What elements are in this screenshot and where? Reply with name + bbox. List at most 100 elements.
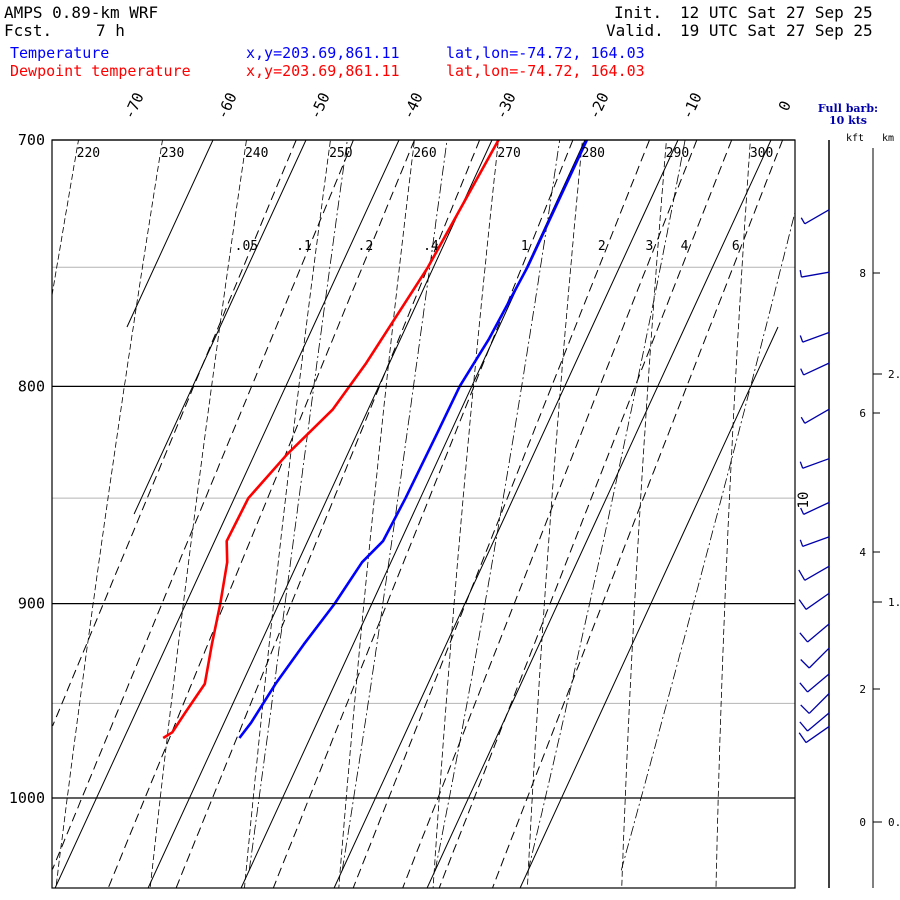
wind-barb-staff bbox=[807, 712, 830, 732]
isotherm bbox=[333, 140, 679, 888]
dry-adiabat bbox=[52, 140, 79, 295]
moist-adiabat bbox=[248, 140, 348, 871]
wind-barb bbox=[799, 673, 830, 693]
dewpoint-profile bbox=[162, 140, 500, 740]
dry-adiabat-label: 240 bbox=[245, 146, 268, 161]
mixing-ratio-line bbox=[492, 140, 784, 888]
wind-barb bbox=[798, 592, 830, 610]
wind-barb-staff bbox=[802, 536, 830, 548]
moist-adiabat bbox=[620, 210, 795, 871]
wind-barb-feather bbox=[800, 368, 805, 376]
barb-legend-speed: 10 kts bbox=[828, 114, 868, 127]
mixing-ratio-label: .2 bbox=[358, 239, 374, 254]
dry-adiabat-label: 220 bbox=[77, 146, 100, 161]
wind-barb-staff bbox=[807, 623, 830, 643]
wind-barb bbox=[800, 693, 830, 714]
wind-barb bbox=[798, 565, 830, 581]
moist-adiabat bbox=[434, 140, 561, 871]
wind-barb bbox=[799, 623, 830, 643]
temperature-latlon: lat,lon=-74.72, 164.03 bbox=[446, 44, 645, 62]
mixing-ratio-line bbox=[402, 140, 698, 888]
dry-adiabat-label: 260 bbox=[413, 146, 436, 161]
mixing-ratio-line bbox=[272, 140, 574, 888]
mixing-ratio-label: .1 bbox=[296, 239, 312, 254]
kft-label: 4 bbox=[859, 546, 866, 559]
isotherm-label: -50 bbox=[306, 90, 334, 122]
pressure-tick-label: 1000 bbox=[9, 789, 45, 807]
pressure-tick-label: 800 bbox=[18, 377, 45, 395]
wind-barb bbox=[799, 458, 830, 469]
dry-adiabat-label: 270 bbox=[497, 146, 520, 161]
mixing-ratio-label: 3 bbox=[646, 239, 654, 254]
dry-adiabat bbox=[338, 140, 415, 888]
wind-barb-feather bbox=[800, 416, 806, 424]
isotherm bbox=[519, 326, 779, 888]
plot-frame bbox=[51, 139, 796, 889]
isotherm-label: -20 bbox=[585, 90, 613, 122]
wind-barb-staff bbox=[803, 362, 830, 376]
wind-barb-staff bbox=[804, 565, 830, 581]
dry-adiabat bbox=[149, 140, 247, 888]
wind-barb-staff bbox=[805, 725, 830, 744]
kft-label: 0 bbox=[859, 816, 866, 829]
wind-barb-staff bbox=[802, 458, 830, 469]
isotherm bbox=[54, 140, 400, 888]
wind-barb-feather bbox=[799, 721, 809, 732]
forecast-label: Fcst. bbox=[4, 21, 53, 40]
wind-barb-feather bbox=[799, 270, 803, 278]
mixing-ratio-label: 6 bbox=[732, 239, 740, 254]
wind-barb-feather bbox=[798, 569, 806, 581]
init-label: Init. bbox=[614, 3, 663, 22]
valid-time: 19 UTC Sat 27 Sep 25 bbox=[680, 21, 873, 40]
dry-adiabat bbox=[621, 140, 667, 888]
pressure-tick-label: 700 bbox=[18, 131, 45, 149]
wind-barb-feather bbox=[799, 682, 809, 693]
mixing-ratio-label: .05 bbox=[235, 239, 258, 254]
dry-adiabat bbox=[55, 140, 163, 888]
dry-adiabat bbox=[244, 140, 331, 888]
wind-barb-feather bbox=[799, 335, 804, 343]
wind-barb-feather bbox=[798, 599, 807, 610]
mixing-ratio-line bbox=[107, 140, 415, 888]
wind-barb-feather bbox=[799, 461, 804, 469]
temperature-profile bbox=[238, 140, 589, 739]
dewpoint-latlon: lat,lon=-74.72, 164.03 bbox=[446, 62, 645, 80]
mixing-ratio-line bbox=[52, 140, 297, 727]
temperature-xy: x,y=203.69,861.11 bbox=[246, 44, 400, 62]
wind-barb bbox=[799, 536, 830, 548]
barb-legend-title: Full barb: bbox=[817, 102, 879, 115]
isotherm-label: 0 bbox=[775, 98, 795, 114]
km-label: 1. bbox=[888, 596, 900, 609]
moist-adiabat bbox=[527, 140, 686, 871]
init-time: 12 UTC Sat 27 Sep 25 bbox=[680, 3, 873, 22]
axes-layer: .05 .1 .2 .4 1 2 3 4 6 -70 -60 -50 -40 -30 -20 -10 0 220 2… bbox=[9, 90, 900, 889]
km-label: 2. bbox=[888, 368, 900, 381]
model-title: AMPS 0.89-km WRF bbox=[4, 3, 159, 22]
isotherm bbox=[126, 140, 214, 328]
wind-barb-feather bbox=[799, 539, 804, 547]
dry-adiabat-label: 290 bbox=[666, 146, 689, 161]
wind-barb-staff bbox=[804, 408, 830, 424]
wind-barb-staff bbox=[804, 209, 830, 225]
wind-barb-staff bbox=[805, 592, 830, 610]
moist-adiabat bbox=[341, 140, 448, 871]
dry-adiabat bbox=[432, 140, 499, 888]
valid-label: Valid. bbox=[606, 21, 664, 40]
wind-speed-note: 10 bbox=[796, 492, 812, 509]
dry-adiabat-label: 250 bbox=[329, 146, 352, 161]
wind-barb-feather bbox=[800, 704, 810, 714]
kft-label: 8 bbox=[859, 267, 866, 280]
forecast-hours: 7 h bbox=[96, 21, 125, 40]
isotherm bbox=[426, 140, 772, 888]
kft-label: 6 bbox=[859, 407, 866, 420]
dewpoint-xy: x,y=203.69,861.11 bbox=[246, 62, 400, 80]
mixing-ratio-label: 4 bbox=[681, 239, 689, 254]
dry-adiabat bbox=[715, 140, 751, 888]
isotherm-label: -10 bbox=[678, 90, 706, 122]
dry-adiabat-label: 300 bbox=[750, 146, 773, 161]
dry-adiabat-label: 230 bbox=[161, 146, 184, 161]
series-layer bbox=[162, 140, 589, 740]
wind-barb bbox=[799, 712, 830, 732]
mixing-ratio-label: 2 bbox=[598, 239, 606, 254]
isotherm-label: -70 bbox=[120, 90, 148, 122]
